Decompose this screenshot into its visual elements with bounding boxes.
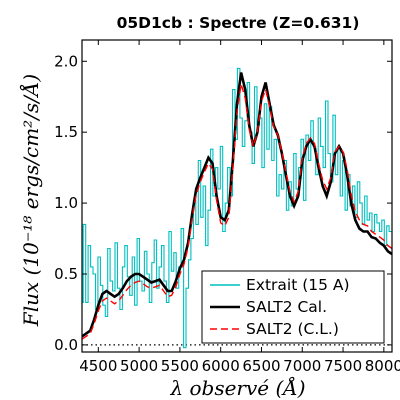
y-tick-label: 1.5: [54, 123, 78, 141]
y-tick-label: 1.0: [54, 194, 78, 212]
x-tick-label: 6000: [202, 357, 240, 375]
y-axis-label: Flux (10⁻¹⁸ ergs/cm²/s/Å): [18, 74, 43, 327]
series-line-3: [82, 83, 392, 340]
y-tick-label: 0.0: [54, 336, 78, 354]
x-tick-label: 7000: [283, 357, 321, 375]
x-tick-label: 4500: [79, 357, 117, 375]
legend-label-2: SALT2 Cal.: [246, 298, 327, 316]
legend-label-3: SALT2 (C.L.): [246, 320, 339, 338]
x-tick-label: 5500: [161, 357, 199, 375]
x-tick-label: 7500: [324, 357, 362, 375]
x-tick-label: 6500: [242, 357, 280, 375]
plot-frame: [81, 39, 393, 353]
series-line-2: [82, 72, 392, 338]
y-tick-label: 2.0: [54, 52, 78, 70]
y-tick-label: 0.5: [54, 265, 78, 283]
x-tick-label: 5000: [120, 357, 158, 375]
series-layer: [82, 67, 392, 349]
legend: Extrait (15 A) SALT2 Cal. SALT2 (C.L.): [201, 270, 385, 344]
chart-title: 05D1cb : Spectre (Z=0.631): [117, 14, 360, 32]
axes-layer: 4500 5000 5500 6000 6500 7000 7500 8000 0.0 0.5 1.…: [54, 39, 400, 375]
x-tick-label: 8000: [365, 357, 400, 375]
legend-label-1: Extrait (15 A): [246, 276, 350, 294]
x-axis-label: λ observé (Å): [169, 375, 305, 400]
